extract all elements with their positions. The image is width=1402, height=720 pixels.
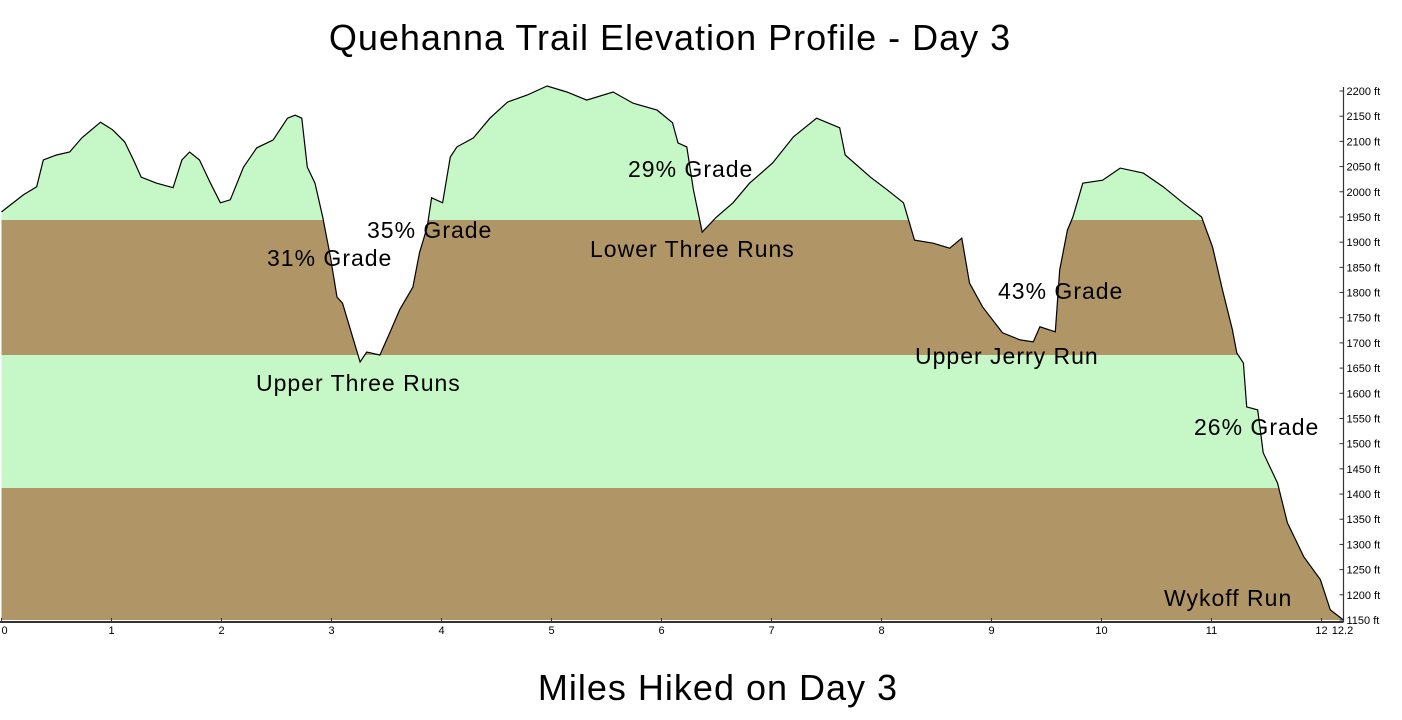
- x-tick-label: 10: [1095, 625, 1107, 637]
- elevation-band: [1, 219, 1344, 355]
- y-tick-label: 1600 ft: [1347, 388, 1381, 400]
- y-tick-label: 1750 ft: [1347, 313, 1381, 325]
- elevation-bands: [1, 86, 1344, 620]
- y-tick-label: 1700 ft: [1347, 338, 1381, 350]
- chart-title: Quehanna Trail Elevation Profile - Day 3: [329, 17, 1011, 58]
- x-tick-label: 11: [1206, 625, 1217, 637]
- elevation-band: [1, 488, 1344, 620]
- elevation-band: [1, 86, 1344, 220]
- y-tick-label: 2150 ft: [1347, 111, 1381, 123]
- y-tick-label: 1350 ft: [1347, 514, 1381, 526]
- x-tick-label: 8: [878, 625, 884, 637]
- x-tick-label: 12: [1315, 625, 1327, 637]
- y-tick-label: 1250 ft: [1347, 565, 1381, 577]
- y-tick-label: 1950 ft: [1347, 212, 1381, 224]
- y-tick-label: 1850 ft: [1347, 262, 1381, 274]
- y-tick-label: 1800 ft: [1347, 288, 1381, 300]
- x-tick-label: 3: [328, 625, 334, 637]
- annotation-label: 43% Grade: [998, 278, 1123, 304]
- y-tick-label: 1900 ft: [1347, 237, 1381, 249]
- x-axis-label: Miles Hiked on Day 3: [538, 667, 898, 708]
- annotation-label: 31% Grade: [267, 245, 392, 271]
- x-tick-label: 7: [768, 625, 774, 637]
- elevation-profile-line: [1, 85, 1344, 621]
- y-tick-label: 1550 ft: [1347, 413, 1381, 425]
- y-tick-label: 2000 ft: [1347, 187, 1381, 199]
- y-tick-label: 1500 ft: [1347, 439, 1381, 451]
- x-tick-label: 12.2: [1332, 625, 1353, 637]
- x-tick-label: 5: [548, 625, 554, 637]
- y-tick-label: 1150 ft: [1347, 615, 1380, 627]
- annotation-label: Upper Jerry Run: [915, 343, 1099, 369]
- x-tick-label: 0: [2, 625, 8, 637]
- y-tick-label: 1650 ft: [1347, 363, 1381, 375]
- x-tick-label: 1: [108, 625, 114, 637]
- annotation-label: Upper Three Runs: [256, 370, 461, 396]
- y-tick-label: 1300 ft: [1347, 539, 1381, 551]
- annotation-label: 29% Grade: [628, 156, 753, 182]
- y-tick-label: 2050 ft: [1347, 162, 1381, 174]
- y-tick-label: 1450 ft: [1347, 464, 1381, 476]
- y-tick-label: 2200 ft: [1347, 86, 1381, 98]
- x-tick-label: 6: [658, 625, 664, 637]
- x-tick-label: 9: [988, 625, 994, 637]
- y-tick-label: 1400 ft: [1347, 489, 1381, 501]
- annotation-label: 35% Grade: [367, 217, 492, 243]
- y-tick-label: 2100 ft: [1347, 136, 1381, 148]
- annotation-label: 26% Grade: [1194, 414, 1319, 440]
- annotation-label: Lower Three Runs: [590, 236, 795, 262]
- x-tick-label: 2: [218, 625, 224, 637]
- y-tick-label: 1200 ft: [1347, 590, 1381, 602]
- elevation-band: [1, 354, 1344, 489]
- annotation-label: Wykoff Run: [1164, 585, 1292, 611]
- x-tick-label: 4: [438, 625, 444, 637]
